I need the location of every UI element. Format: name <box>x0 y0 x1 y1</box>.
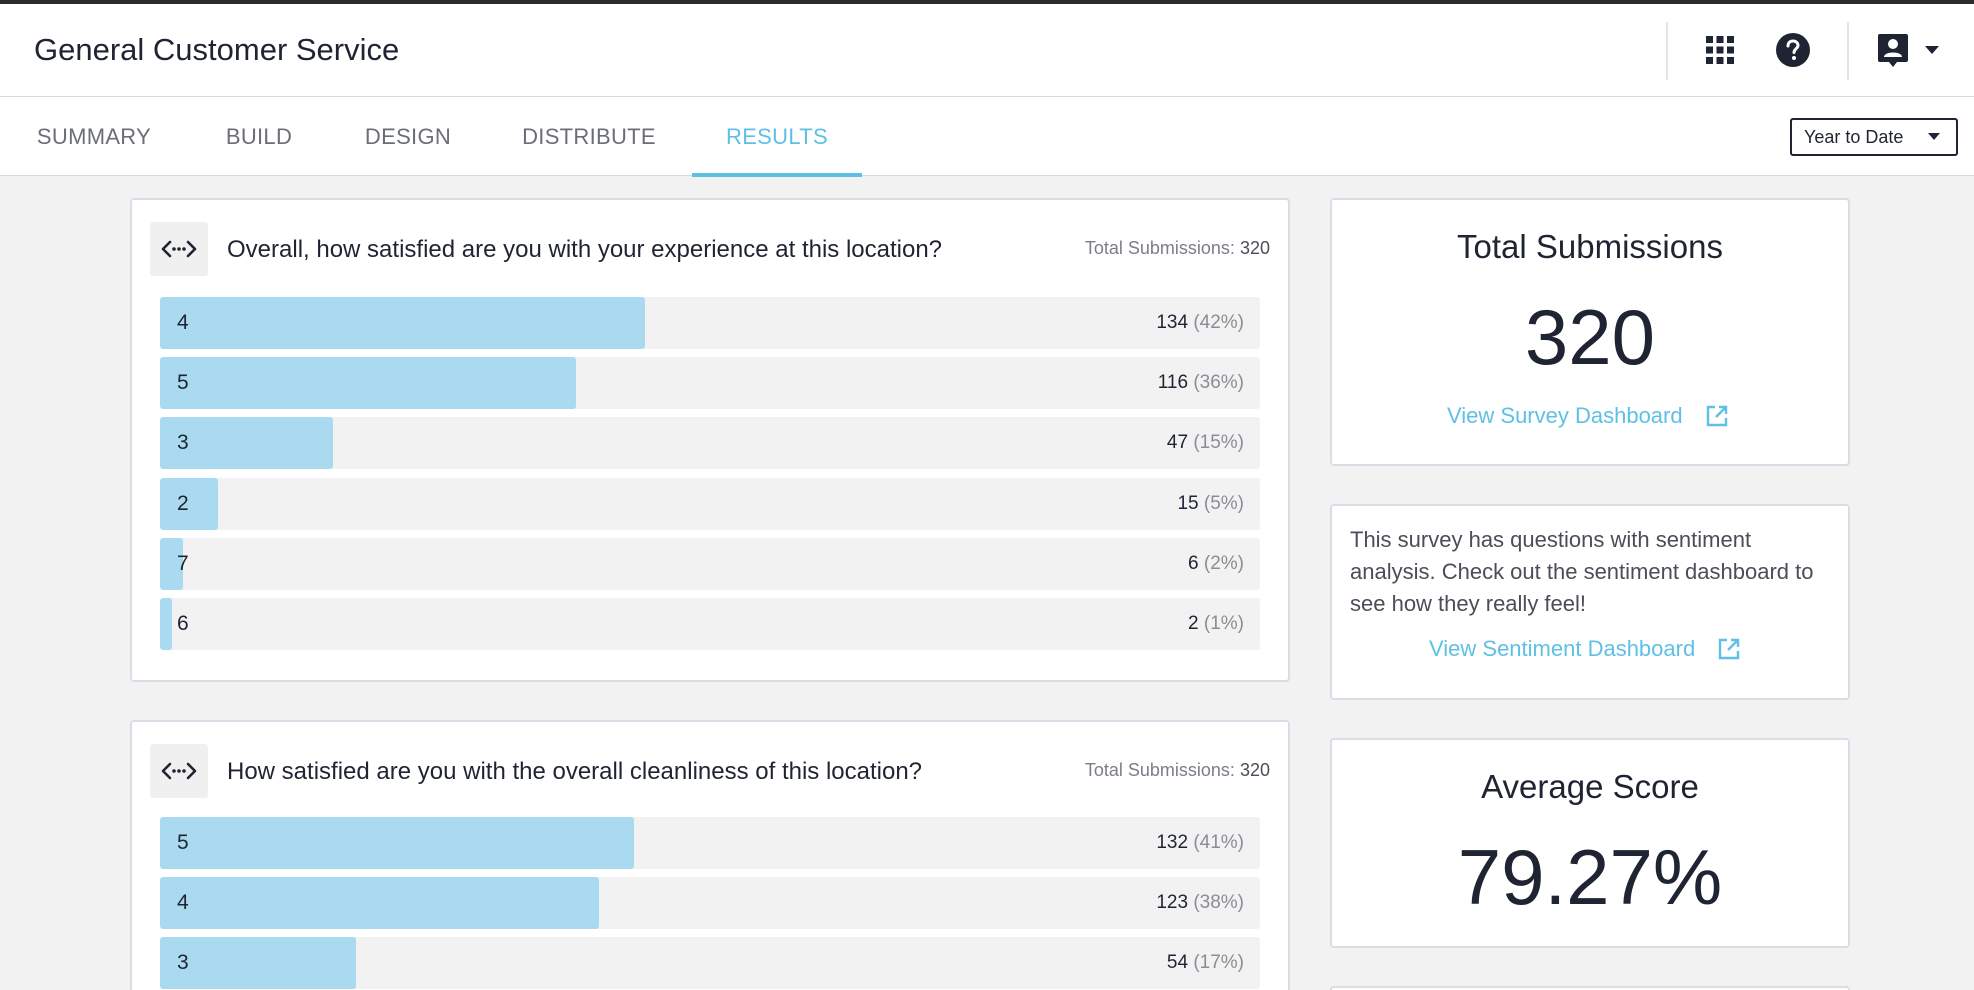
response-label: 7 <box>177 551 189 575</box>
header-divider <box>1666 22 1668 80</box>
apps-grid-icon[interactable] <box>1700 30 1740 70</box>
response-label: 5 <box>177 371 189 395</box>
response-percent: (36%) <box>1193 372 1244 394</box>
response-count-value: 2 <box>1188 613 1199 634</box>
response-bar-fill <box>160 877 599 929</box>
response-bar-fill <box>160 937 356 989</box>
account-icon[interactable] <box>1873 30 1913 70</box>
response-bar-row[interactable]: 3 47 (15%) <box>160 417 1260 470</box>
next-card <box>1330 986 1850 990</box>
response-count-value: 54 <box>1166 952 1189 973</box>
response-bar-fill <box>160 357 576 410</box>
total-submissions-card: Total Submissions 320 View Survey Dashbo… <box>1330 198 1850 466</box>
date-range-dropdown[interactable]: Year to Date <box>1790 118 1958 156</box>
response-bar-row[interactable]: 7 6 (2%) <box>160 537 1260 590</box>
embed-code-icon[interactable] <box>150 222 208 276</box>
response-label: 4 <box>177 311 189 334</box>
question-card: Overall, how satisfied are you with your… <box>130 198 1290 682</box>
tab-results[interactable]: RESULTS <box>692 97 862 177</box>
response-count-value: 116 <box>1157 372 1189 394</box>
response-percent: (15%) <box>1193 432 1244 454</box>
embed-code-icon[interactable] <box>150 744 208 798</box>
response-count: 132 (41%) <box>1156 832 1244 854</box>
response-count-value: 6 <box>1188 552 1199 574</box>
response-percent: (5%) <box>1203 492 1244 514</box>
tab-distribute[interactable]: DISTRIBUTE <box>522 123 656 149</box>
caret-down-icon <box>1928 133 1940 140</box>
app-header: General Customer Service <box>0 4 1974 97</box>
question-title: Overall, how satisfied are you with your… <box>227 236 943 263</box>
total-value: 320 <box>1239 238 1270 258</box>
total-label: Total Submissions: <box>1084 760 1235 780</box>
view-sentiment-dashboard-label: View Sentiment Dashboard <box>1429 636 1696 661</box>
tab-bar: SUMMARY BUILD DESIGN DISTRIBUTE RESULTS <box>0 97 1974 177</box>
response-bar-row[interactable]: 3 54 (17%) <box>160 937 1260 989</box>
response-count: 134 (42%) <box>1156 312 1244 334</box>
response-count-value: 134 <box>1156 312 1189 333</box>
response-bar-row[interactable]: 2 15 (5%) <box>160 477 1260 530</box>
response-label: 6 <box>177 612 189 635</box>
sentiment-card: This survey has questions with sentiment… <box>1330 504 1850 700</box>
response-bar-fill <box>160 417 333 470</box>
total-submissions-label: Total Submissions: 320 <box>1085 760 1270 781</box>
response-bar-row[interactable]: 4 123 (38%) <box>160 877 1260 929</box>
response-bar-fill <box>160 477 218 530</box>
response-percent: (38%) <box>1193 892 1244 913</box>
response-count: 116 (36%) <box>1158 372 1244 394</box>
response-percent: (17%) <box>1193 952 1244 973</box>
response-bar-row[interactable]: 4 134 (42%) <box>160 297 1260 349</box>
view-sentiment-dashboard-link[interactable]: View Sentiment Dashboard <box>1429 636 1741 662</box>
sentiment-message: This survey has questions with sentiment… <box>1350 527 1814 616</box>
tab-design[interactable]: DESIGN <box>364 123 452 149</box>
response-bar-row[interactable]: 5 132 (41%) <box>160 817 1260 869</box>
question-title: How satisfied are you with the overall c… <box>227 758 923 785</box>
response-bar-fill <box>160 817 634 869</box>
tab-build[interactable]: BUILD <box>225 123 293 149</box>
response-bar-fill <box>160 297 645 349</box>
response-bar-row[interactable]: 6 2 (1%) <box>160 598 1260 650</box>
response-label: 4 <box>177 891 189 914</box>
average-score-title: Average Score <box>1481 768 1699 805</box>
response-percent: (1%) <box>1203 613 1244 634</box>
response-count-value: 15 <box>1177 492 1199 514</box>
total-submissions-title: Total Submissions <box>1457 228 1723 265</box>
total-submissions-label: Total Submissions: 320 <box>1085 238 1270 259</box>
response-count: 47 (15%) <box>1167 432 1244 454</box>
window-top-border <box>0 0 1974 4</box>
question-card: How satisfied are you with the overall c… <box>130 720 1290 990</box>
external-link-icon <box>1719 638 1740 660</box>
response-count: 2 (1%) <box>1188 613 1244 635</box>
response-count: 123 (38%) <box>1156 892 1244 914</box>
response-label: 3 <box>177 431 189 455</box>
response-count-value: 123 <box>1156 892 1189 913</box>
view-survey-dashboard-link[interactable]: View Survey Dashboard <box>1447 403 1729 429</box>
total-submissions-value: 320 <box>1524 293 1656 381</box>
response-count: 54 (17%) <box>1167 952 1244 974</box>
chevron-down-icon[interactable] <box>1914 30 1950 70</box>
response-percent: (2%) <box>1203 552 1244 574</box>
response-count: 15 (5%) <box>1177 493 1244 515</box>
average-score-card: Average Score 79.27% <box>1330 738 1850 948</box>
response-count: 6 (2%) <box>1188 553 1244 575</box>
external-link-icon <box>1706 405 1727 427</box>
response-label: 2 <box>177 491 189 515</box>
response-percent: (41%) <box>1193 832 1244 853</box>
date-range-value: Year to Date <box>1804 126 1904 147</box>
response-count-value: 47 <box>1166 432 1189 454</box>
response-count-value: 132 <box>1156 832 1189 853</box>
header-divider <box>1847 22 1849 80</box>
response-bar-row[interactable]: 5 116 (36%) <box>160 357 1260 410</box>
average-score-value: 79.27% <box>1457 833 1723 921</box>
tab-summary[interactable]: SUMMARY <box>36 123 152 149</box>
response-label: 5 <box>177 831 189 854</box>
total-value: 320 <box>1239 760 1270 780</box>
response-label: 3 <box>177 951 189 974</box>
response-bar-fill <box>160 598 172 650</box>
response-bar-fill <box>160 537 183 590</box>
survey-title: General Customer Service <box>34 32 400 67</box>
view-survey-dashboard-label: View Survey Dashboard <box>1447 403 1683 428</box>
total-label: Total Submissions: <box>1084 238 1235 258</box>
response-percent: (42%) <box>1193 312 1244 333</box>
help-icon[interactable] <box>1773 30 1813 70</box>
